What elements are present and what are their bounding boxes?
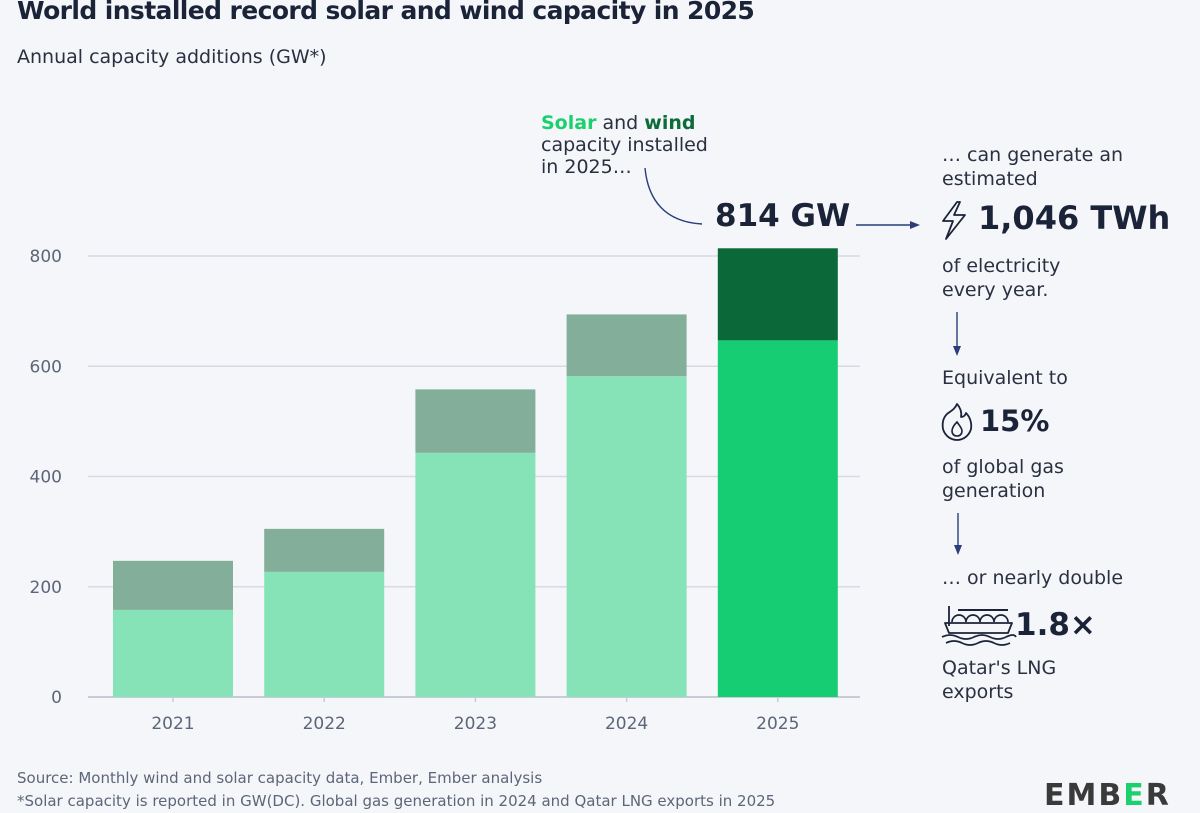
twh-value: 1,046 TWh	[978, 199, 1171, 237]
footnote: *Solar capacity is reported in GW(DC). G…	[17, 792, 776, 810]
lng-multiple-value: 1.8×	[1015, 607, 1096, 643]
y-tick-label: 0	[51, 688, 62, 708]
x-tick-label: 2023	[454, 714, 497, 734]
bar-wind-2021	[113, 560, 233, 610]
arrowhead-lng	[954, 545, 962, 555]
solar-label: Solar	[541, 112, 597, 134]
flame-icon	[941, 403, 973, 441]
lng-ship-icon	[941, 606, 1017, 646]
arrowhead-twh	[910, 221, 920, 229]
x-tick-label: 2021	[151, 714, 194, 734]
generate-line-1: … can generate an	[942, 144, 1124, 166]
intro-line-3: in 2025…	[541, 156, 632, 178]
gas-share-value: 15%	[980, 404, 1050, 438]
logo-text-b: E	[1123, 778, 1146, 813]
connector-curve	[644, 167, 703, 225]
bar-solar-2022	[264, 571, 385, 697]
y-tick-label: 600	[30, 357, 62, 377]
bar-wind-2022	[264, 528, 385, 572]
logo-text-a: EMB	[1044, 778, 1124, 813]
source-note: Source: Monthly wind and solar capacity …	[17, 769, 543, 787]
wind-label: wind	[644, 112, 696, 134]
bar-solar-2024	[566, 376, 687, 697]
electricity-annotation: of electricity every year.	[942, 254, 1060, 302]
intro-annotation: Solar and wind capacity installed in 202…	[541, 112, 708, 178]
lng-line-2: exports	[942, 681, 1014, 703]
bar-solar-2025	[717, 340, 838, 697]
ember-logo: EMBER	[1044, 778, 1171, 813]
double-label: … or nearly double	[942, 567, 1124, 589]
logo-text-c: R	[1145, 778, 1171, 813]
y-tick-label: 800	[30, 247, 62, 267]
x-tick-label: 2024	[605, 714, 648, 734]
bar-solar-2021	[113, 609, 233, 697]
lightning-icon	[942, 201, 966, 240]
chart-subtitle: Annual capacity additions (GW*)	[17, 46, 327, 68]
intro-line-1: Solar and wind	[541, 112, 708, 134]
y-tick-label: 200	[30, 578, 62, 598]
intro-line-2: capacity installed	[541, 134, 708, 156]
total-capacity-value: 814 GW	[715, 198, 851, 234]
gas-annotation: of global gas generation	[942, 455, 1064, 503]
electricity-line-1: of electricity	[942, 255, 1061, 277]
y-tick-label: 400	[30, 468, 62, 488]
x-tick-label: 2022	[303, 714, 346, 734]
x-tick-label: 2025	[756, 714, 799, 734]
generate-annotation: … can generate an estimated	[942, 143, 1123, 191]
lng-line-1: Qatar's LNG	[942, 657, 1057, 679]
lng-annotation: Qatar's LNG exports	[942, 656, 1056, 704]
bar-wind-2024	[566, 314, 687, 377]
chart-title: World installed record solar and wind ca…	[17, 0, 755, 25]
gas-line-1: of global gas	[942, 456, 1064, 478]
bar-wind-2025	[717, 248, 838, 341]
electricity-line-2: every year.	[942, 279, 1049, 301]
arrowhead-gas	[953, 346, 961, 356]
equivalent-label: Equivalent to	[942, 367, 1068, 389]
gas-line-2: generation	[942, 480, 1046, 502]
and-label: and	[596, 112, 645, 134]
generate-line-2: estimated	[942, 168, 1038, 190]
bar-wind-2023	[415, 389, 536, 453]
bar-solar-2023	[415, 452, 536, 697]
